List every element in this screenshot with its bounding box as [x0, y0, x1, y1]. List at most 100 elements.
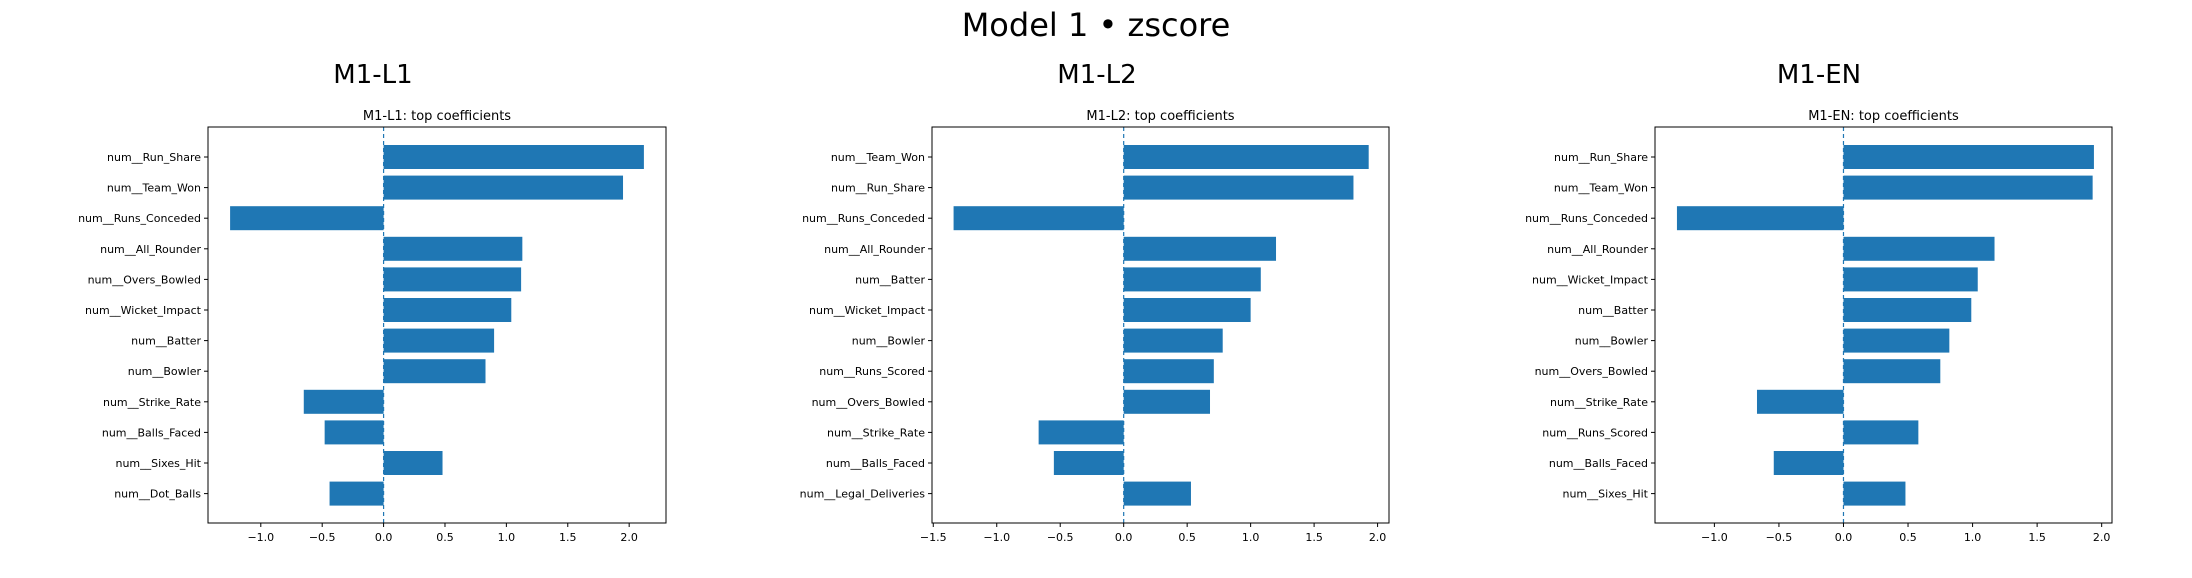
chart-panel-2: M1-L2: top coefficients num__Team_Won num_…: [800, 109, 1390, 544]
y-tick-label: num__Bowler: [128, 365, 202, 378]
bar: [383, 451, 443, 475]
chart-title: M1-L1: top coefficients: [363, 109, 511, 124]
chart-panel-1: M1-L1: top coefficients num__Run_Sharenum…: [78, 109, 667, 544]
bar: [1843, 359, 1941, 384]
x-tick-label: 0.0: [375, 531, 393, 544]
bar: [1843, 145, 2094, 169]
bar: [1123, 389, 1211, 414]
bar: [1123, 359, 1214, 384]
y-tick-label: num__Overs_Bowled: [812, 396, 925, 409]
y-tick-label: num__Overs_Bowled: [88, 273, 201, 286]
y-tick-label: num__Run_Share: [107, 151, 201, 164]
bar: [1843, 175, 2093, 200]
x-tick-label: 1.5: [2028, 531, 2046, 544]
bar: [1123, 267, 1261, 292]
plot-frame: [207, 126, 667, 524]
x-tick-label: −1.0: [1701, 531, 1728, 544]
bar: [383, 328, 495, 353]
y-tick-label: num__Runs_Scored: [1542, 426, 1648, 439]
y-tick-label: num__Strike_Rate: [827, 426, 925, 439]
bar: [1756, 389, 1844, 414]
bar: [1123, 236, 1277, 261]
y-tick-label: num__Dot_Balls: [114, 488, 201, 501]
y-tick-label: num__All_Rounder: [1547, 243, 1648, 256]
chart-panel-3: M1-EN: top coefficients num__Run_Sharenum…: [1525, 109, 2113, 544]
x-tick-label: −1.0: [247, 531, 274, 544]
x-tick-label: 1.5: [559, 531, 577, 544]
bar: [1123, 298, 1251, 322]
x-tick-label: 1.0: [1242, 531, 1260, 544]
y-tick-label: num__Batter: [131, 335, 201, 348]
y-tick-label: num__Team_Won: [107, 182, 201, 195]
bar: [329, 481, 384, 506]
bar: [1038, 420, 1124, 445]
y-tick-label: num__Run_Share: [1554, 151, 1648, 164]
y-tick-label: num__All_Rounder: [824, 243, 925, 256]
bar: [383, 267, 522, 292]
x-tick-label: −1.5: [920, 531, 947, 544]
x-tick-label: −0.5: [1047, 531, 1074, 544]
y-tick-label: num__Runs_Scored: [819, 365, 925, 378]
x-tick-label: −0.5: [1766, 531, 1793, 544]
y-tick-label: num__Strike_Rate: [1550, 396, 1648, 409]
bar: [1123, 175, 1354, 200]
y-tick-label: num__Balls_Faced: [1549, 457, 1648, 470]
bar: [383, 175, 624, 200]
x-tick-label: 0.5: [1178, 531, 1196, 544]
bar: [1843, 481, 1906, 506]
bar: [1773, 451, 1844, 475]
bar: [1123, 481, 1191, 506]
figure-title: Model 1 • zscore: [961, 6, 1231, 44]
y-tick-label: num__Bowler: [852, 335, 926, 348]
bar: [1123, 328, 1223, 353]
x-tick-label: −0.5: [309, 531, 336, 544]
x-tick-label: 0.5: [436, 531, 454, 544]
bar: [1843, 328, 1950, 353]
y-tick-label: num__Runs_Conceded: [802, 212, 925, 225]
x-tick-label: 2.0: [1369, 531, 1387, 544]
bar: [324, 420, 384, 445]
bar: [1676, 206, 1844, 231]
bar: [953, 206, 1124, 231]
y-tick-label: num__Wicket_Impact: [809, 304, 926, 317]
chart-title: M1-EN: top coefficients: [1808, 109, 1959, 124]
y-tick-label: num__All_Rounder: [100, 243, 201, 256]
y-tick-label: num__Team_Won: [1554, 182, 1648, 195]
y-tick-label: num__Strike_Rate: [103, 396, 201, 409]
plot-frame: [931, 126, 1390, 524]
bar: [1053, 451, 1124, 475]
y-tick-label: num__Balls_Faced: [826, 457, 925, 470]
y-tick-label: num__Sixes_Hit: [1562, 488, 1648, 501]
y-tick-label: num__Team_Won: [831, 151, 925, 164]
x-tick-label: 2.0: [2093, 531, 2111, 544]
y-tick-label: num__Run_Share: [831, 182, 925, 195]
bar: [1843, 267, 1978, 292]
x-tick-label: 0.0: [1115, 531, 1133, 544]
bar: [383, 236, 523, 261]
bar: [1843, 420, 1919, 445]
x-tick-label: 0.0: [1835, 531, 1853, 544]
panel-title-l2: M1-L2: [1057, 60, 1137, 90]
panel-title-l1: M1-L1: [333, 60, 413, 90]
bar: [1843, 236, 1995, 261]
x-tick-label: 0.5: [1899, 531, 1917, 544]
x-tick-label: 1.0: [498, 531, 516, 544]
y-tick-label: num__Batter: [1578, 304, 1648, 317]
bar: [1843, 298, 1972, 322]
x-tick-label: 1.0: [1964, 531, 1982, 544]
y-tick-label: num__Runs_Conceded: [1525, 212, 1648, 225]
y-tick-label: num__Wicket_Impact: [1532, 273, 1649, 286]
y-tick-label: num__Runs_Conceded: [78, 212, 201, 225]
y-tick-label: num__Sixes_Hit: [115, 457, 201, 470]
y-tick-label: num__Overs_Bowled: [1535, 365, 1648, 378]
y-tick-label: num__Batter: [855, 273, 925, 286]
bar: [230, 206, 384, 231]
x-tick-label: −1.0: [983, 531, 1010, 544]
bar: [383, 298, 512, 322]
chart-title: M1-L2: top coefficients: [1086, 109, 1234, 124]
bar: [383, 359, 486, 384]
y-tick-label: num__Balls_Faced: [102, 426, 201, 439]
y-tick-label: num__Wicket_Impact: [85, 304, 202, 317]
bar: [383, 145, 644, 169]
